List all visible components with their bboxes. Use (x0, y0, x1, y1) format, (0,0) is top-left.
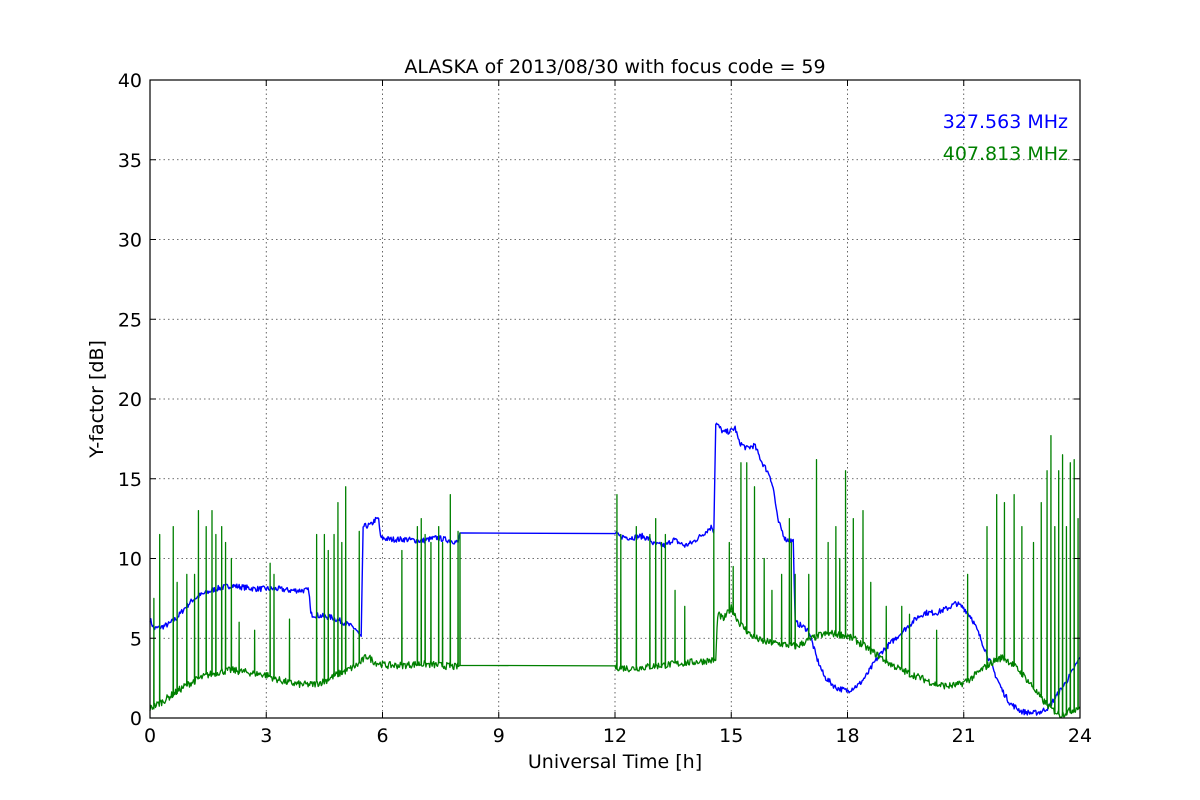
y-tick-label: 30 (118, 230, 142, 252)
x-tick-label: 3 (260, 725, 272, 747)
x-tick-label: 9 (493, 725, 505, 747)
y-axis-label: Y-factor [dB] (86, 340, 108, 459)
y-tick-label: 40 (118, 70, 142, 92)
x-tick-label: 12 (603, 725, 627, 747)
legend: 327.563 MHz 407.813 MHz (943, 111, 1068, 165)
y-tick-label: 5 (130, 628, 142, 650)
x-axis-label: Universal Time [h] (528, 751, 702, 773)
x-tick-label: 18 (835, 725, 859, 747)
series-layer (149, 422, 1081, 718)
y-tick-label: 15 (118, 469, 142, 491)
legend-entry-327-563-mhz: 327.563 MHz (943, 111, 1068, 133)
y-tick-label: 10 (118, 549, 142, 571)
legend-entry-407-813-mhz: 407.813 MHz (943, 143, 1068, 165)
y-tick-label: 25 (118, 309, 142, 331)
x-tick-label: 0 (144, 725, 156, 747)
y-tick-label: 0 (130, 708, 142, 730)
y-tick-label: 20 (118, 389, 142, 411)
series-line-327-563-mhz (149, 422, 1081, 716)
y-tick-label: 35 (118, 150, 142, 172)
x-tick-label: 6 (376, 725, 388, 747)
ticks: 0 3 6 9 12 15 18 21 24 0 5 10 15 20 25 30 35 40 (118, 70, 1092, 747)
grid (150, 80, 1080, 718)
x-tick-label: 24 (1068, 725, 1092, 747)
chart-title: ALASKA of 2013/08/30 with focus code = 5… (404, 56, 825, 78)
x-tick-label: 15 (719, 725, 743, 747)
series-line-407-813-mhz (149, 435, 1081, 718)
x-tick-label: 21 (952, 725, 976, 747)
